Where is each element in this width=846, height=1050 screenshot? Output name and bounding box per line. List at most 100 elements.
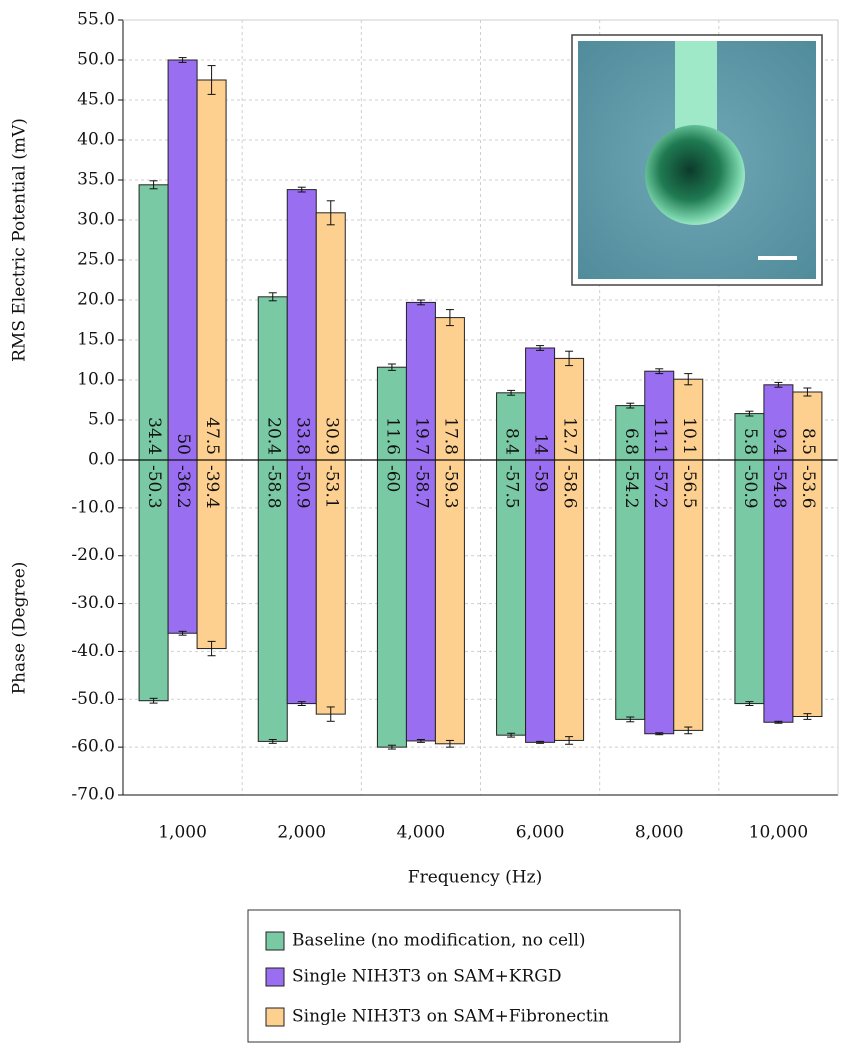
error-bar bbox=[565, 350, 574, 367]
data-label: -50.9 bbox=[292, 465, 312, 509]
data-label: -54.2 bbox=[621, 465, 641, 509]
x-tick-label: 1,000 bbox=[158, 823, 207, 843]
inset-image bbox=[571, 34, 823, 286]
y-tick-label: -60.0 bbox=[71, 737, 115, 757]
data-label: 8.4 bbox=[502, 428, 522, 455]
error-bar bbox=[387, 363, 396, 371]
error-bar bbox=[149, 697, 158, 704]
error-bar bbox=[684, 726, 693, 735]
data-label: 8.5 bbox=[798, 428, 818, 455]
data-label: 11.1 bbox=[650, 417, 670, 455]
y-tick-label: -40.0 bbox=[71, 641, 115, 661]
y-axis-label: RMS Electric Potential (mV) bbox=[10, 118, 30, 362]
error-bar bbox=[178, 57, 187, 63]
error-bar bbox=[445, 739, 454, 748]
data-label: -57.5 bbox=[502, 465, 522, 509]
bar bbox=[734, 413, 765, 461]
error-bar bbox=[416, 299, 425, 306]
data-label: -54.8 bbox=[769, 465, 789, 509]
error-bar bbox=[626, 716, 635, 723]
y-tick-label: -10.0 bbox=[71, 497, 115, 517]
bar bbox=[167, 59, 198, 461]
data-label: -36.2 bbox=[173, 465, 193, 509]
y-tick-label: 0.0 bbox=[88, 450, 115, 470]
y-tick-label: 25.0 bbox=[77, 250, 115, 270]
legend-label: Single NIH3T3 on SAM+Fibronectin bbox=[292, 1007, 609, 1027]
y-tick-label: 5.0 bbox=[88, 410, 115, 430]
inset-electrode-trace bbox=[675, 41, 717, 131]
bar bbox=[554, 357, 585, 461]
data-label: 10.1 bbox=[679, 417, 699, 455]
error-bar bbox=[774, 720, 783, 724]
legend-swatch bbox=[265, 931, 285, 951]
error-bar bbox=[207, 65, 216, 95]
y-tick-label: 50.0 bbox=[77, 50, 115, 70]
error-bar bbox=[536, 740, 545, 744]
data-label: 5.8 bbox=[740, 428, 760, 455]
inset-cell bbox=[645, 125, 745, 225]
data-label: -53.6 bbox=[798, 465, 818, 509]
x-tick-label: 2,000 bbox=[277, 823, 326, 843]
y-tick-label: -20.0 bbox=[71, 545, 115, 565]
error-bar bbox=[326, 706, 335, 722]
phase-bar bbox=[554, 459, 585, 741]
data-label: 6.8 bbox=[621, 428, 641, 455]
data-label: -50.3 bbox=[144, 465, 164, 509]
phase-bar bbox=[496, 459, 527, 736]
y-tick-label: 20.0 bbox=[77, 290, 115, 310]
error-bar bbox=[297, 701, 306, 707]
data-label: -59 bbox=[531, 465, 551, 492]
data-label: 12.7 bbox=[560, 417, 580, 455]
phase-bar bbox=[196, 459, 227, 650]
data-label: 17.8 bbox=[440, 417, 460, 455]
legend-swatch bbox=[265, 1007, 285, 1027]
error-bar bbox=[178, 630, 187, 636]
phase-bar bbox=[138, 459, 169, 702]
error-bar bbox=[803, 387, 812, 397]
data-label: -58.8 bbox=[263, 465, 283, 509]
data-label: -57.2 bbox=[650, 465, 670, 509]
error-bar bbox=[268, 738, 277, 744]
phase-bar bbox=[434, 459, 465, 745]
y-tick-label: -50.0 bbox=[71, 689, 115, 709]
bar bbox=[315, 212, 346, 461]
data-label: 20.4 bbox=[263, 417, 283, 455]
error-bar bbox=[507, 732, 516, 738]
phase-bar bbox=[167, 459, 198, 634]
phase-bar bbox=[615, 459, 646, 720]
bar bbox=[196, 79, 227, 461]
data-label: 14 bbox=[531, 433, 551, 455]
data-label: -56.5 bbox=[679, 465, 699, 509]
error-bar bbox=[626, 402, 635, 409]
phase-bar bbox=[525, 459, 556, 743]
data-label: 9.4 bbox=[769, 428, 789, 455]
x-tick-label: 4,000 bbox=[397, 823, 446, 843]
y-tick-label: 30.0 bbox=[77, 210, 115, 230]
data-label: 47.5 bbox=[202, 417, 222, 455]
legend-box bbox=[247, 909, 681, 1043]
legend-swatch bbox=[265, 967, 285, 987]
error-bar bbox=[655, 368, 664, 375]
data-label: 30.9 bbox=[321, 417, 341, 455]
error-bar bbox=[745, 410, 754, 417]
data-label: 34.4 bbox=[144, 417, 164, 455]
error-bar bbox=[803, 713, 812, 720]
error-bar bbox=[445, 309, 454, 327]
data-label: -39.4 bbox=[202, 465, 222, 509]
phase-bar bbox=[405, 459, 436, 742]
bar bbox=[673, 378, 704, 461]
data-label: -59.3 bbox=[440, 465, 460, 509]
y-tick-label: 10.0 bbox=[77, 370, 115, 390]
y-tick-label: -30.0 bbox=[71, 593, 115, 613]
error-bar bbox=[207, 640, 216, 657]
data-label: -58.6 bbox=[560, 465, 580, 509]
x-axis-label: Frequency (Hz) bbox=[408, 868, 542, 888]
error-bar bbox=[387, 744, 396, 750]
error-bar bbox=[684, 373, 693, 386]
y-tick-label: 55.0 bbox=[77, 10, 115, 30]
y2-axis-label: Phase (Degree) bbox=[10, 562, 30, 695]
y-tick-label: 15.0 bbox=[77, 330, 115, 350]
x-tick-label: 10,000 bbox=[749, 823, 808, 843]
